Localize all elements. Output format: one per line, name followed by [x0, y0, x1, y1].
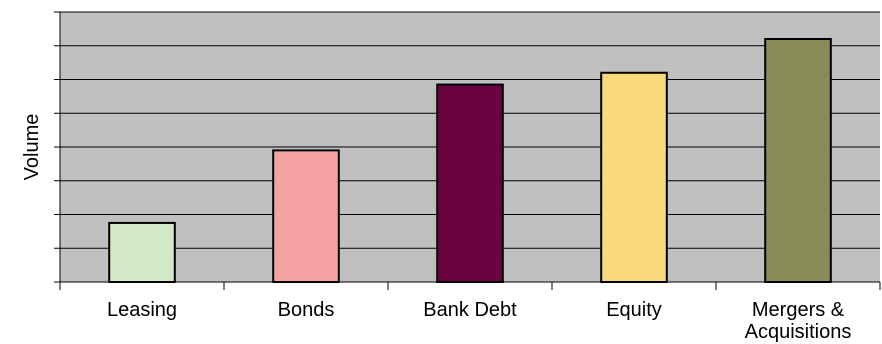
bars — [108, 38, 832, 283]
x-tick-label: Mergers & Acquisitions — [745, 299, 852, 343]
y-axis-title: Volume — [21, 114, 43, 181]
x-tick-label: Bonds — [278, 299, 335, 321]
bar-bonds — [272, 149, 340, 283]
bar-mergers-acquisitions — [764, 38, 832, 283]
bar-equity — [600, 71, 668, 283]
x-tick-label: Leasing — [107, 299, 177, 321]
axes — [54, 11, 881, 290]
x-tick-label: Bank Debt — [423, 299, 517, 321]
x-tick-label: Equity — [606, 299, 662, 321]
bar-leasing — [108, 221, 176, 283]
bar-bank-debt — [436, 83, 504, 283]
x-tick-labels: Leasing Bonds Bank Debt Equity Mergers & Acqu… — [107, 299, 851, 343]
